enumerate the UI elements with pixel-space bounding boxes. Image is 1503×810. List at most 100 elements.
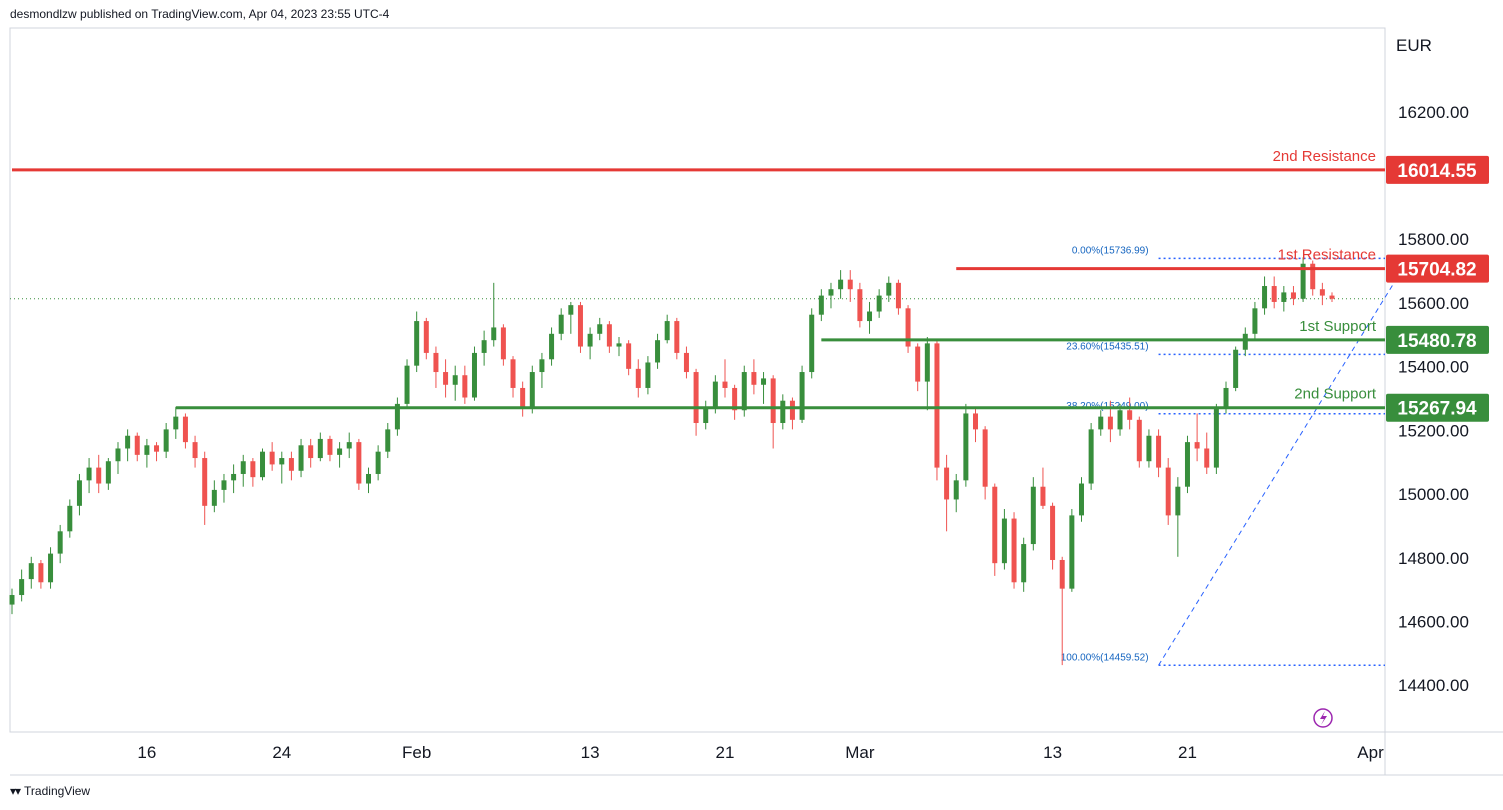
- candle: [780, 400, 786, 424]
- candle: [192, 442, 198, 459]
- candle: [577, 305, 583, 347]
- candle: [443, 372, 449, 385]
- candle: [992, 486, 998, 564]
- y-tick-label: 15200.00: [1398, 421, 1469, 440]
- candle: [1117, 410, 1123, 430]
- level-name-label: 1st Support: [1299, 318, 1377, 335]
- candle: [173, 416, 179, 430]
- y-tick-label: 16200.00: [1398, 103, 1469, 122]
- candle: [1136, 419, 1142, 462]
- candle: [134, 435, 140, 455]
- candle: [1011, 518, 1017, 583]
- y-tick-label: 14400.00: [1398, 676, 1469, 695]
- candle: [337, 448, 343, 455]
- fib-level-label: 0.00%(15736.99): [1072, 245, 1149, 256]
- candle: [1107, 416, 1113, 430]
- candle: [664, 321, 670, 341]
- candle: [1329, 295, 1335, 299]
- candle: [1213, 407, 1219, 468]
- candle: [876, 295, 882, 312]
- candle: [1088, 429, 1094, 484]
- candle: [963, 413, 969, 481]
- candle: [741, 372, 747, 411]
- candle: [279, 458, 285, 465]
- y-tick-label: 15800.00: [1398, 230, 1469, 249]
- candle: [211, 489, 217, 506]
- tradingview-footer[interactable]: ▾▾ TradingView: [10, 784, 90, 798]
- x-tick-label: 21: [1178, 743, 1197, 762]
- candle: [1271, 286, 1277, 302]
- price-tag-label: 16014.55: [1397, 161, 1477, 182]
- candle: [587, 333, 593, 347]
- candle: [606, 324, 612, 347]
- candle: [144, 445, 150, 455]
- candle: [973, 413, 979, 430]
- y-tick-label: 15000.00: [1398, 485, 1469, 504]
- candle: [732, 387, 738, 411]
- candle: [1281, 292, 1287, 302]
- candle: [847, 279, 853, 290]
- candle: [597, 324, 603, 334]
- candle: [250, 461, 256, 478]
- candle: [1310, 263, 1316, 290]
- candle: [568, 305, 574, 315]
- candle: [1021, 544, 1027, 583]
- candle: [356, 442, 362, 484]
- candle: [414, 321, 420, 366]
- candle: [1040, 486, 1046, 506]
- price-chart[interactable]: EUR 16200.00 15800.00 15600.00 15400.00 15200…: [0, 0, 1503, 780]
- candle: [857, 289, 863, 322]
- candle: [38, 563, 44, 583]
- candle: [616, 343, 622, 347]
- candle: [182, 416, 188, 443]
- candle: [1165, 467, 1171, 516]
- candle: [1262, 286, 1268, 309]
- candle: [154, 445, 160, 452]
- candle: [1233, 349, 1239, 388]
- x-tick-label: 13: [1043, 743, 1062, 762]
- candle: [626, 343, 632, 369]
- candle: [471, 352, 477, 398]
- candle: [722, 381, 728, 388]
- level-name-label: 2nd Support: [1294, 386, 1377, 403]
- candle: [645, 362, 651, 388]
- candle: [1290, 292, 1296, 299]
- candle: [809, 314, 815, 373]
- candle: [385, 429, 391, 452]
- candle: [394, 403, 400, 430]
- candle: [1319, 289, 1325, 296]
- candle: [1146, 435, 1152, 462]
- candle: [1300, 263, 1306, 299]
- candle: [500, 327, 506, 360]
- price-tag-label: 15267.94: [1397, 399, 1477, 420]
- candle: [944, 467, 950, 500]
- candle: [365, 473, 371, 484]
- candle: [934, 343, 940, 468]
- candle: [28, 563, 34, 580]
- price-tag: [1386, 325, 1489, 354]
- candle: [9, 595, 15, 605]
- candle: [423, 321, 429, 353]
- candle: [1252, 308, 1258, 334]
- fib-trendline: [1158, 258, 1410, 666]
- candle: [491, 327, 497, 341]
- candle: [96, 467, 102, 484]
- price-tag: [1386, 254, 1489, 283]
- candle: [510, 359, 516, 388]
- x-tick-label: Apr: [1357, 743, 1384, 762]
- candle: [539, 359, 545, 373]
- candle: [982, 429, 988, 487]
- candle: [433, 352, 439, 373]
- candle: [327, 438, 333, 455]
- candle: [915, 346, 921, 382]
- candle: [48, 553, 54, 583]
- candle: [703, 407, 709, 424]
- candle: [1156, 435, 1162, 468]
- candle: [655, 340, 661, 363]
- candle: [57, 531, 63, 554]
- candle: [1030, 486, 1036, 545]
- candle: [1204, 448, 1210, 468]
- candle: [799, 372, 805, 420]
- candle: [317, 438, 323, 459]
- publish-info: desmondlzw published on TradingView.com,…: [10, 7, 390, 21]
